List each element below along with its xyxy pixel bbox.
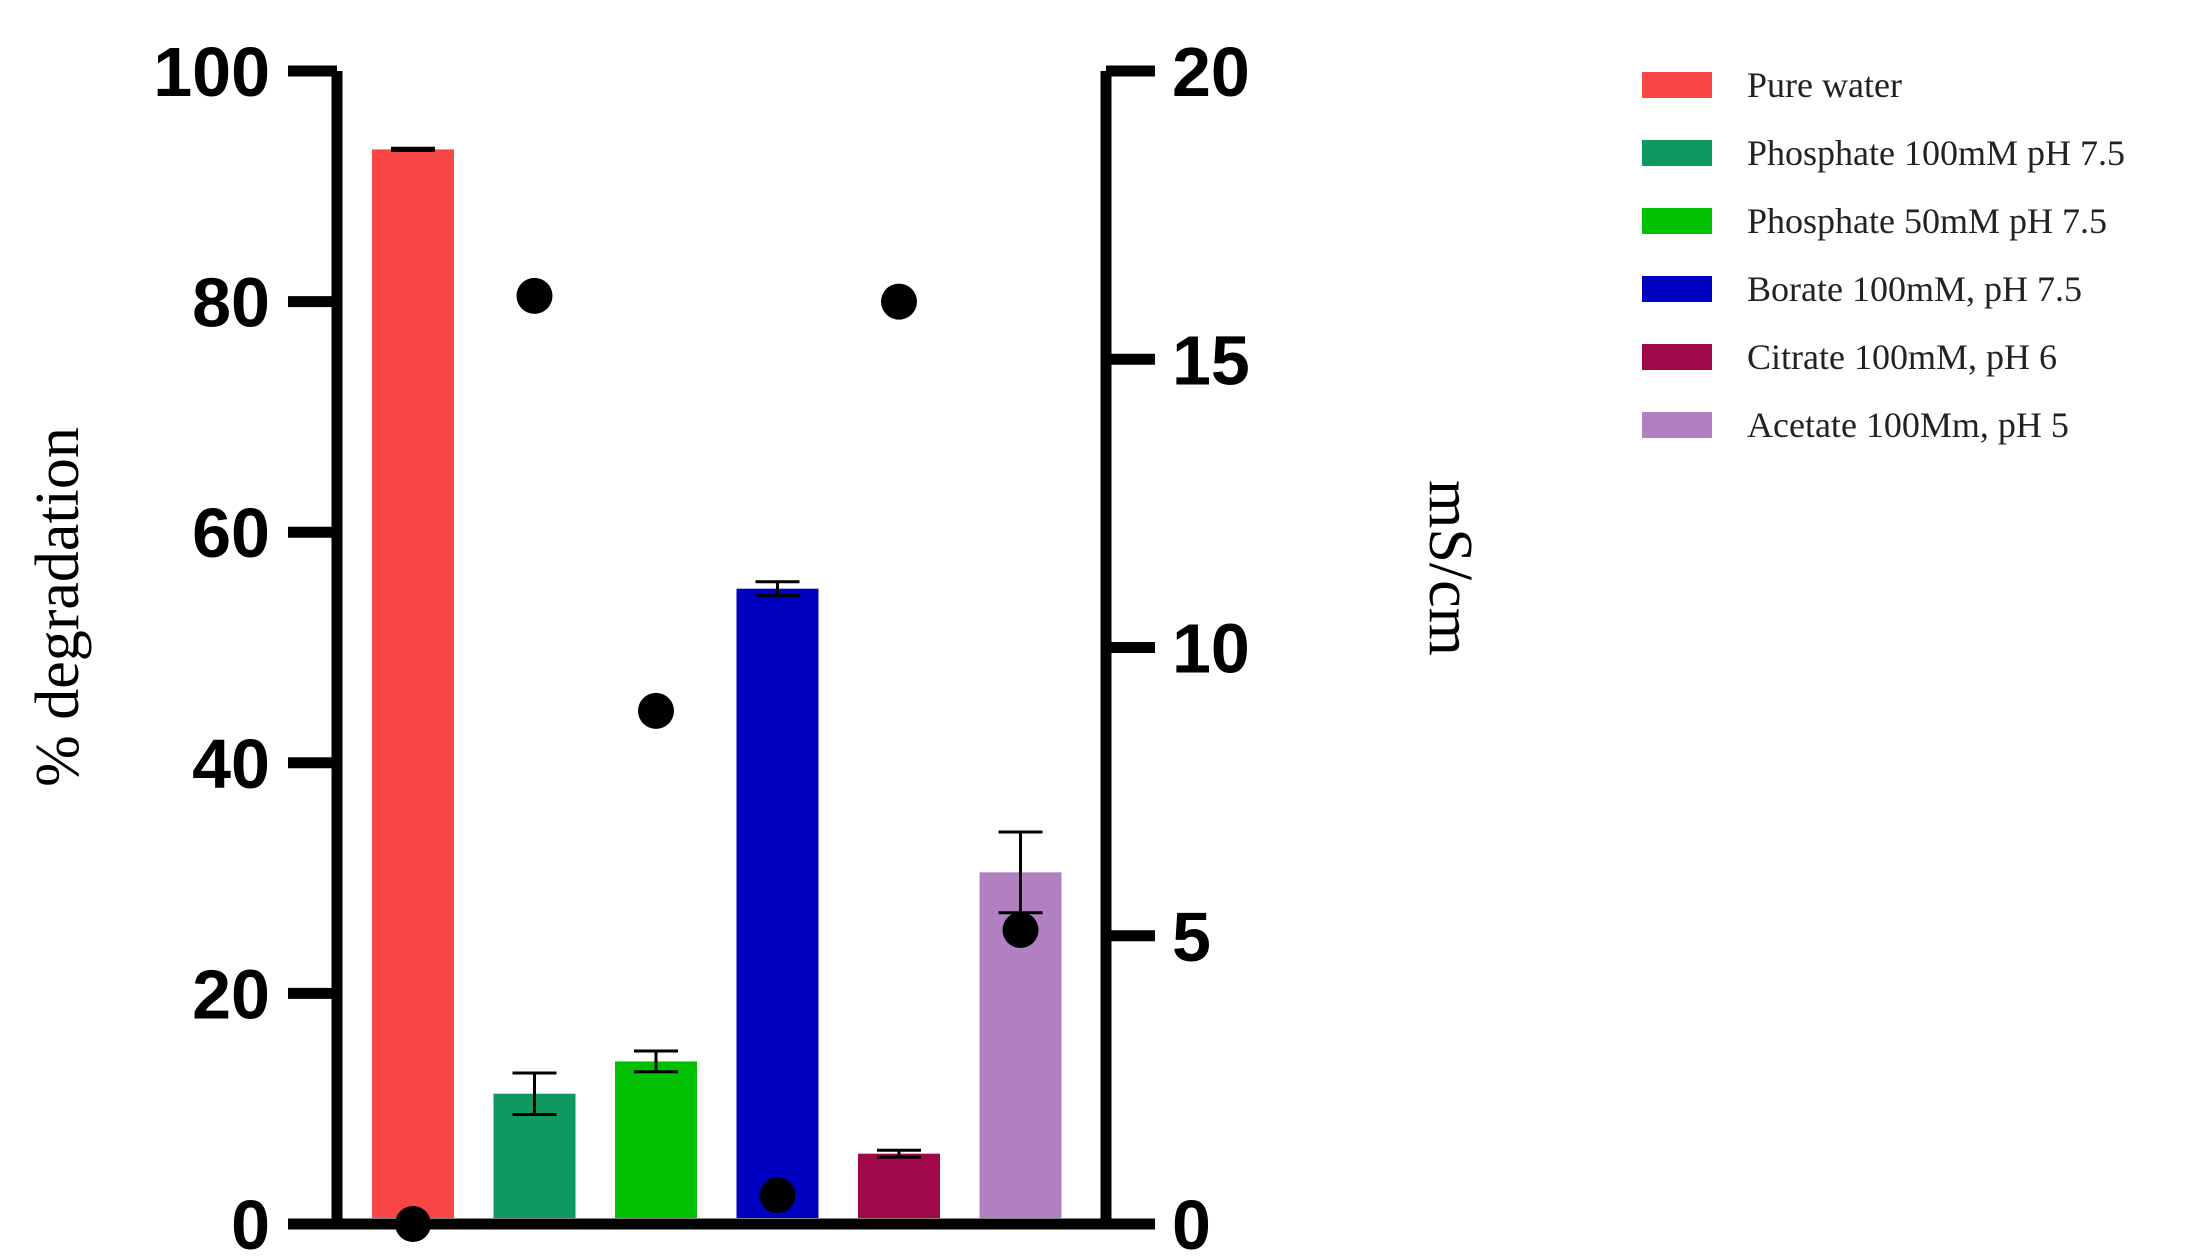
left-tick-label: 40 [192,725,270,803]
conductivity-point [1002,911,1039,948]
legend-swatch [1642,276,1712,302]
legend-label: Pure water [1747,65,1902,105]
bar [736,588,819,1218]
legend-swatch [1642,140,1712,166]
conductivity-points-group [395,277,1039,1242]
left-tick-label: 20 [192,955,270,1033]
left-tick-label: 60 [192,494,270,572]
bars-group [372,149,1062,1218]
conductivity-point [638,692,674,729]
left-tick-label: 100 [153,33,270,111]
legend-swatch [1642,344,1712,370]
bar [858,1153,940,1218]
left-ticks-group: 0 20 40 60 80 100 [153,33,337,1259]
legend-label: Citrate 100mM, pH 6 [1747,337,2057,377]
right-tick-label: 20 [1172,33,1250,111]
conductivity-point [395,1206,431,1242]
legend-swatch [1642,72,1712,98]
right-tick-label: 10 [1172,610,1250,688]
conductivity-point [881,283,917,320]
left-tick-label: 80 [192,264,270,342]
bar [615,1061,697,1218]
legend-swatch [1642,208,1712,234]
error-bars-group [391,146,1043,1159]
legend-label: Phosphate 100mM pH 7.5 [1747,133,2125,173]
right-tick-label: 15 [1172,321,1250,399]
y-axis-title: % degradation [24,427,92,787]
bar [372,149,454,1218]
right-tick-label: 5 [1172,898,1211,976]
legend-swatch [1642,412,1712,438]
legend-label: Phosphate 50mM pH 7.5 [1747,201,2107,241]
conductivity-point [759,1177,796,1214]
right-ticks-group: 0 5 10 15 20 [1106,33,1250,1259]
legend-label: Acetate 100Mm, pH 5 [1747,405,2069,445]
conductivity-point [516,277,553,314]
left-tick-label: 0 [231,1186,270,1259]
right-tick-label: 0 [1172,1186,1211,1259]
legend: Pure water Phosphate 100mM pH 7.5 Phosphat… [1642,65,2125,445]
y2-axis-title: mS/cm [1416,480,1484,656]
legend-label: Borate 100mM, pH 7.5 [1747,269,2082,309]
